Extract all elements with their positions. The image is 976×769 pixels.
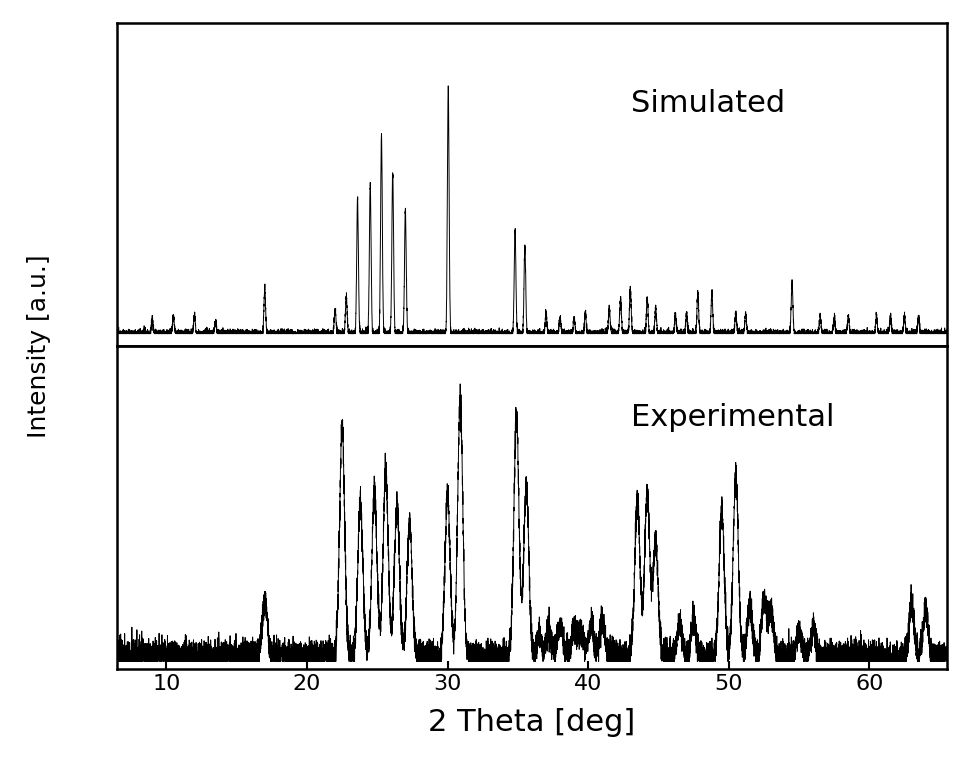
Text: Experimental: Experimental (631, 403, 835, 431)
Text: Simulated: Simulated (631, 89, 786, 118)
Text: Intensity [a.u.]: Intensity [a.u.] (27, 255, 51, 438)
X-axis label: 2 Theta [deg]: 2 Theta [deg] (428, 707, 635, 737)
